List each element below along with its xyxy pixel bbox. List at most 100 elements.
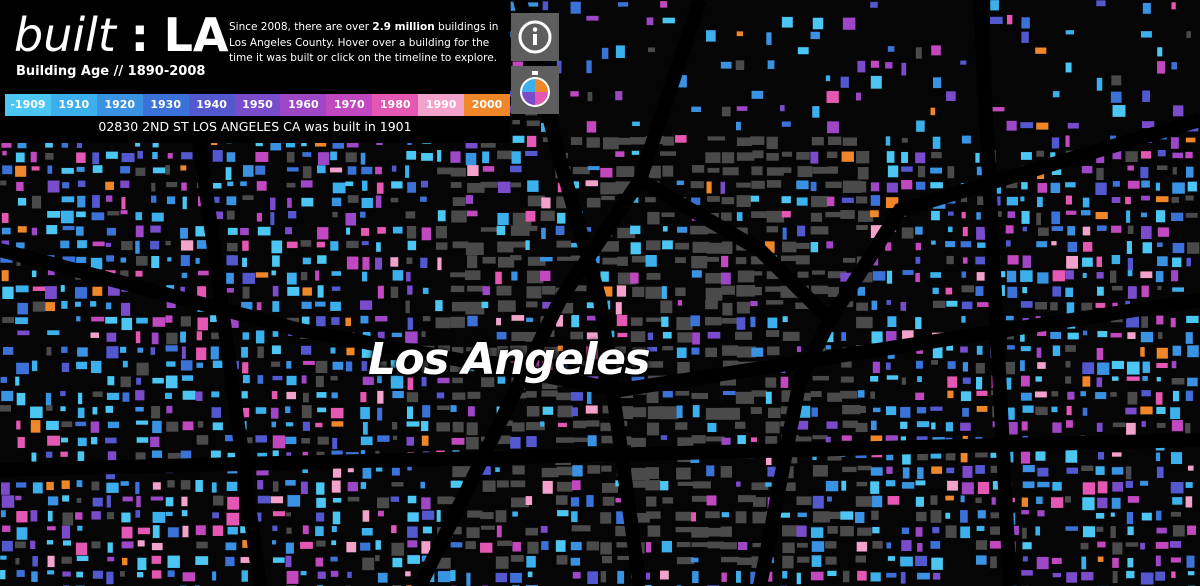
building <box>705 407 725 420</box>
legend-cell[interactable]: 1950 <box>234 94 281 116</box>
building <box>661 316 669 327</box>
building <box>871 510 879 520</box>
building <box>241 391 248 399</box>
building <box>1021 497 1029 507</box>
building <box>525 332 539 342</box>
building <box>377 510 384 517</box>
building <box>301 437 311 444</box>
building <box>765 241 775 253</box>
building <box>960 241 972 248</box>
building <box>722 167 739 176</box>
building <box>827 286 840 297</box>
building <box>47 165 53 174</box>
timeline-button[interactable] <box>511 66 559 114</box>
building <box>330 407 344 419</box>
building <box>61 362 70 373</box>
legend-cell[interactable]: 1990 <box>418 94 465 116</box>
building <box>151 255 160 268</box>
info-button[interactable] <box>511 13 559 61</box>
building <box>1126 316 1139 328</box>
building <box>242 362 249 374</box>
building <box>857 390 865 398</box>
legend-cell[interactable]: 1930 <box>142 94 189 116</box>
building <box>450 542 463 548</box>
building <box>720 466 732 478</box>
building <box>1021 31 1029 43</box>
building <box>480 227 500 232</box>
building <box>586 302 597 309</box>
building <box>750 407 762 415</box>
building <box>512 541 521 552</box>
building <box>16 362 29 375</box>
building <box>931 360 939 365</box>
legend-cell[interactable]: 1970 <box>326 94 373 116</box>
building <box>181 272 188 279</box>
legend-cell[interactable]: 1920 <box>96 94 143 116</box>
building <box>601 465 612 472</box>
building <box>420 257 428 269</box>
legend-cell[interactable]: 1910 <box>50 94 97 116</box>
freeway <box>413 0 707 586</box>
building <box>676 180 684 186</box>
legend-cell[interactable]: -1909 <box>5 94 51 116</box>
building <box>525 527 539 536</box>
building <box>751 390 767 397</box>
legend-cell[interactable]: 2000 <box>464 94 510 116</box>
legend-cell[interactable]: 1980 <box>372 94 419 116</box>
building <box>92 152 100 165</box>
building <box>392 435 398 440</box>
building <box>31 227 38 236</box>
building <box>1082 407 1088 416</box>
building <box>600 542 612 555</box>
building <box>887 46 895 52</box>
building <box>572 420 587 429</box>
building <box>272 557 285 563</box>
building <box>706 30 716 42</box>
building <box>526 270 544 284</box>
legend-cell[interactable]: 1940 <box>188 94 235 116</box>
building <box>1127 391 1138 405</box>
building <box>302 466 308 474</box>
legend-cell[interactable]: 1960 <box>280 94 327 116</box>
building <box>541 227 546 240</box>
building <box>1140 542 1145 550</box>
building <box>225 435 235 442</box>
building <box>962 465 973 478</box>
building <box>855 422 868 433</box>
building <box>271 270 276 276</box>
building <box>947 480 958 491</box>
building <box>841 435 852 441</box>
building <box>511 331 527 342</box>
building <box>870 182 880 192</box>
building <box>1156 376 1161 382</box>
building <box>961 135 971 144</box>
building <box>796 572 801 585</box>
building <box>137 557 147 571</box>
building <box>360 392 367 403</box>
building <box>961 285 975 293</box>
building <box>721 285 735 295</box>
building <box>1052 270 1066 282</box>
building <box>240 526 248 534</box>
building <box>646 422 660 436</box>
building <box>362 376 374 385</box>
building <box>660 406 679 420</box>
building <box>256 181 267 191</box>
building <box>990 556 997 569</box>
building <box>1095 466 1105 475</box>
building <box>76 555 89 562</box>
building <box>346 227 351 235</box>
building <box>767 466 776 477</box>
building <box>855 405 866 414</box>
building <box>527 541 539 554</box>
building <box>212 422 223 431</box>
building <box>450 405 457 412</box>
building <box>916 407 927 414</box>
building <box>165 240 171 246</box>
building <box>166 361 176 367</box>
building <box>242 437 253 444</box>
building <box>375 166 382 175</box>
building <box>722 345 739 356</box>
building <box>632 407 647 418</box>
